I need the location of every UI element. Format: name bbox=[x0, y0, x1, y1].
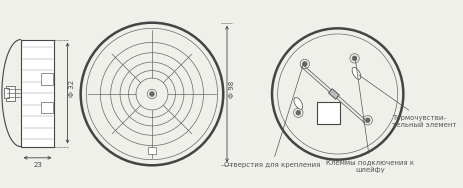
Circle shape bbox=[150, 92, 154, 96]
Circle shape bbox=[296, 110, 300, 115]
Text: 23: 23 bbox=[33, 161, 42, 168]
Circle shape bbox=[302, 62, 307, 66]
Text: Ф 32: Ф 32 bbox=[69, 80, 75, 97]
Text: Термочувстви-
тельный элемент: Термочувстви- тельный элемент bbox=[359, 75, 457, 128]
Circle shape bbox=[352, 56, 357, 61]
Text: Ф 98: Ф 98 bbox=[229, 81, 235, 98]
FancyBboxPatch shape bbox=[6, 86, 15, 101]
Circle shape bbox=[365, 118, 370, 123]
Text: Клеммы подключения к
шлейфу: Клеммы подключения к шлейфу bbox=[326, 56, 414, 173]
Ellipse shape bbox=[294, 97, 303, 109]
Text: Отверстия для крепления: Отверстия для крепления bbox=[224, 62, 320, 168]
FancyBboxPatch shape bbox=[148, 146, 156, 154]
FancyBboxPatch shape bbox=[4, 88, 9, 98]
Ellipse shape bbox=[352, 67, 361, 79]
FancyBboxPatch shape bbox=[329, 89, 339, 99]
FancyBboxPatch shape bbox=[41, 73, 52, 85]
FancyBboxPatch shape bbox=[21, 40, 55, 146]
FancyBboxPatch shape bbox=[41, 102, 52, 113]
FancyBboxPatch shape bbox=[317, 102, 339, 124]
